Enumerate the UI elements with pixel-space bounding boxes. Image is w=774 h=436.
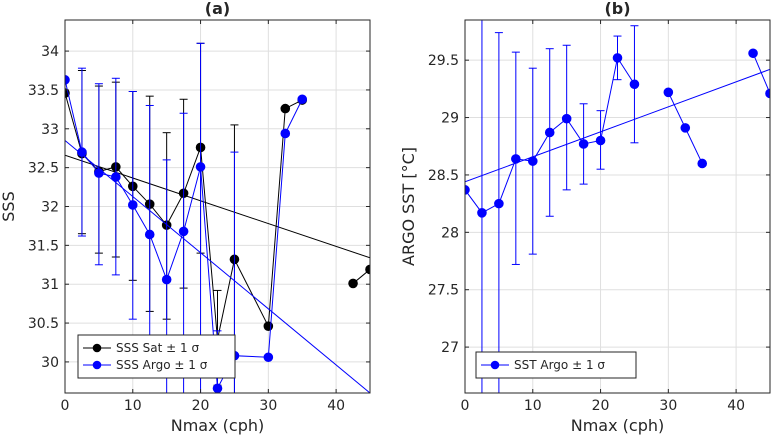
data-point (179, 227, 188, 236)
chart-panel-a: 0 10 20 30 40 30 30.5 31 31.5 32 32.5 33 33.5 34 (a) Nm… (0, 0, 374, 435)
y-tick-label: 29.5 (428, 53, 459, 69)
data-point (545, 128, 554, 137)
data-point (613, 54, 622, 63)
x-tick-label: 30 (259, 398, 277, 414)
y-tick-label: 33.5 (28, 83, 59, 99)
data-point (112, 173, 121, 182)
data-point (562, 114, 571, 123)
y-tick-label: 28 (441, 225, 459, 241)
data-point (281, 129, 290, 138)
data-point (478, 209, 487, 218)
x-tick-label: 10 (524, 398, 542, 414)
x-tick-label: 40 (327, 398, 345, 414)
y-tick-label: 27.5 (428, 283, 459, 299)
data-point (78, 148, 87, 157)
data-point (664, 88, 673, 97)
y-axis-label: ARGO SST [°C] (399, 147, 418, 266)
legend-marker (491, 361, 500, 370)
x-tick-label: 0 (61, 398, 70, 414)
figure-canvas: 0 10 20 30 40 30 30.5 31 31.5 32 32.5 33 33.5 34 (a) Nm… (0, 0, 774, 436)
y-tick-label: 32 (41, 200, 59, 216)
data-point (528, 157, 537, 166)
data-point (512, 155, 521, 164)
x-tick-label: 20 (592, 398, 610, 414)
data-point (162, 275, 171, 284)
legend-label: SST Argo ± 1 σ (514, 358, 605, 372)
legend-label: SSS Argo ± 1 σ (116, 358, 208, 372)
legend-label: SSS Sat ± 1 σ (116, 341, 199, 355)
legend-marker (93, 361, 102, 370)
data-point (698, 159, 707, 168)
data-point (630, 80, 639, 89)
data-point (128, 201, 137, 210)
data-point (681, 124, 690, 133)
data-point (749, 49, 758, 58)
data-point (349, 279, 358, 288)
data-point (196, 163, 205, 172)
data-point (213, 384, 222, 393)
data-point (281, 104, 290, 113)
chart-title: (a) (205, 0, 230, 18)
x-tick-label: 0 (461, 398, 470, 414)
data-point (579, 140, 588, 149)
y-tick-label: 28.5 (428, 168, 459, 184)
y-tick-label: 32.5 (28, 161, 59, 177)
data-point (264, 353, 273, 362)
y-tick-label: 29 (441, 111, 459, 127)
y-tick-label: 31.5 (28, 238, 59, 254)
y-tick-label: 27 (441, 340, 459, 356)
chart-title: (b) (604, 0, 630, 18)
y-tick-label: 34 (41, 44, 59, 60)
x-tick-label: 40 (727, 398, 745, 414)
x-tick-label: 10 (124, 398, 142, 414)
y-tick-label: 30 (41, 355, 59, 371)
legend-marker (93, 344, 102, 353)
y-axis-label: SSS (0, 191, 18, 221)
data-point (495, 199, 504, 208)
data-point (596, 136, 605, 145)
x-axis-label: Nmax (cph) (171, 416, 265, 435)
data-point (298, 95, 307, 104)
x-axis-label: Nmax (cph) (571, 416, 665, 435)
data-point (145, 230, 154, 239)
y-tick-label: 33 (41, 122, 59, 138)
x-tick-label: 30 (659, 398, 677, 414)
legend: SST Argo ± 1 σ (476, 352, 636, 378)
y-tick-label: 30.5 (28, 316, 59, 332)
x-tick-label: 20 (192, 398, 210, 414)
chart-panel-b: 0 10 20 30 40 27 27.5 28 28.5 29 29.5 (b) Nmax (cph)… (399, 0, 774, 435)
data-point (95, 169, 104, 178)
legend: SSS Sat ± 1 σ SSS Argo ± 1 σ (78, 335, 235, 378)
y-tick-label: 31 (41, 277, 59, 293)
